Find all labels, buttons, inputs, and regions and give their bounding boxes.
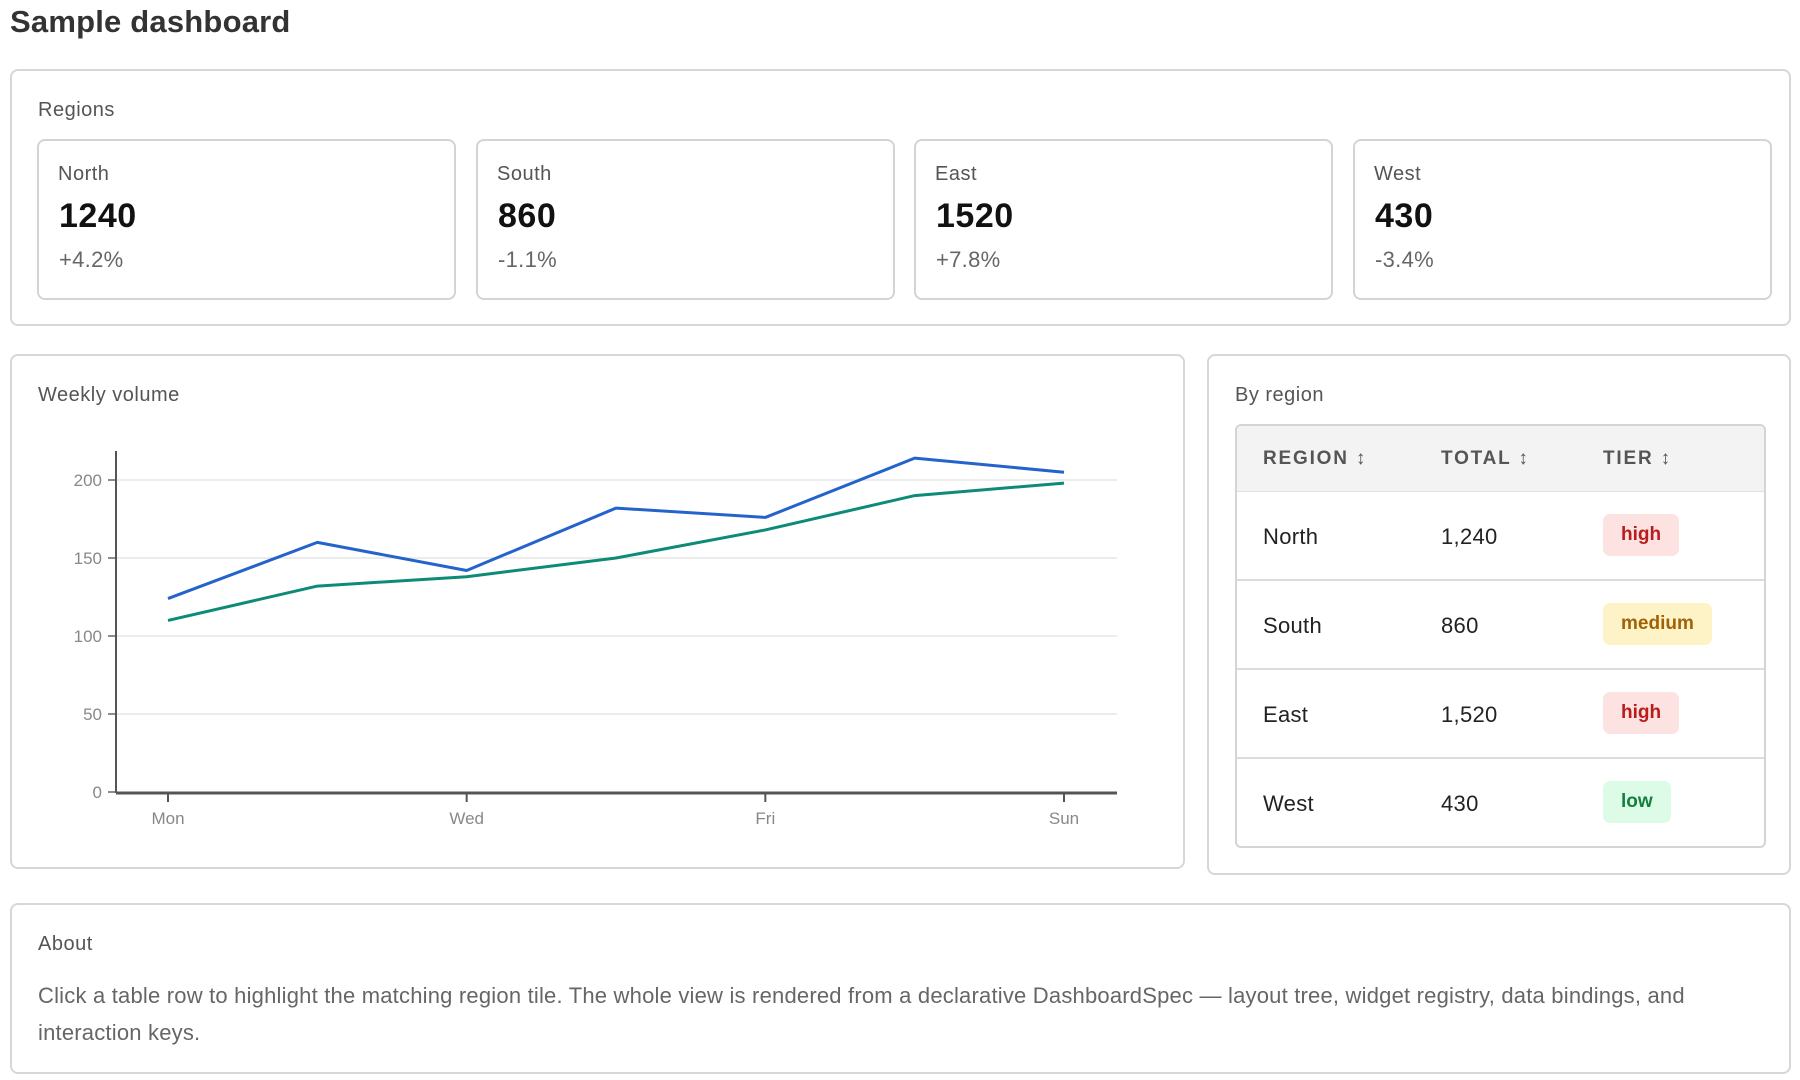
tile-delta: +4.2% [59,247,124,272]
tile-value: 1240 [59,197,137,235]
y-tick-label: 50 [83,705,102,724]
cell-total: 1,520 [1441,702,1498,727]
region-tile-south[interactable]: South 860 -1.1% [476,139,895,300]
tier-badge: low [1603,781,1671,823]
x-tick-label: Wed [449,809,484,828]
table-panel: By region REGION ↕ TOTAL ↕ TIER ↕ North … [1207,354,1791,875]
table-title: By region [1235,384,1324,406]
header-label: TIER [1603,448,1654,469]
weekly-volume-chart: 0 50 100 150 200 Mon Wed Fri Sun [74,451,1117,828]
y-tick-label: 100 [74,627,102,646]
sort-tier-header[interactable]: TIER ↕ [1603,448,1672,470]
y-tick-label: 150 [74,549,102,568]
tile-delta: -1.1% [498,247,557,272]
series-line-1 [167,456,1065,600]
cell-region: North [1263,524,1319,549]
about-panel: About Click a table row to highlight the… [10,903,1791,1074]
about-text: Click a table row to highlight the match… [38,983,1685,1045]
cell-region: South [1263,613,1322,638]
sort-icon: ↕ [1355,448,1368,469]
tile-label: South [497,163,552,185]
table-row[interactable]: South 860 medium [1237,581,1764,670]
table-row[interactable]: East 1,520 high [1237,670,1764,759]
region-tile-east[interactable]: East 1520 +7.8% [914,139,1333,300]
header-label: REGION [1263,448,1349,469]
region-table: REGION ↕ TOTAL ↕ TIER ↕ North 1,240 high… [1235,424,1766,848]
tile-label: West [1374,163,1422,185]
tier-badge: high [1603,514,1680,556]
table-row[interactable]: North 1,240 high [1237,492,1764,581]
tile-delta: -3.4% [1375,247,1434,272]
region-tile-north[interactable]: North 1240 +4.2% [37,139,456,300]
cell-total: 860 [1441,613,1479,638]
cell-total: 430 [1441,791,1479,816]
chart-panel: Weekly volume 0 50 100 150 200 Mon Wed Fri Sun [10,354,1185,869]
regions-panel: Regions North 1240 +4.2% South 860 -1.1%… [10,69,1791,326]
table-row[interactable]: West 430 low [1237,759,1764,846]
tile-label: East [935,163,978,185]
sort-region-header[interactable]: REGION ↕ [1263,448,1367,470]
x-tick-label: Fri [755,809,775,828]
sort-icon: ↕ [1518,448,1530,469]
tile-delta: +7.8% [936,247,1001,272]
tier-badge: medium [1603,603,1712,645]
regions-title: Regions [38,99,115,121]
region-tile-west[interactable]: West 430 -3.4% [1353,139,1772,300]
about-title: About [38,933,93,955]
sort-icon: ↕ [1660,448,1672,469]
cell-total: 1,240 [1441,524,1498,549]
x-tick-label: Sun [1049,809,1079,828]
y-tick-label: 0 [93,783,102,802]
cell-region: West [1263,791,1314,816]
tile-value: 430 [1375,197,1434,235]
y-tick-label: 200 [74,471,102,490]
tile-value: 1520 [936,197,1014,235]
sort-total-header[interactable]: TOTAL ↕ [1441,448,1530,470]
table-header: REGION ↕ TOTAL ↕ TIER ↕ [1237,426,1764,492]
x-tick-label: Mon [151,809,184,828]
tile-value: 860 [498,197,557,235]
cell-region: East [1263,702,1309,727]
page-title: Sample dashboard [10,4,291,39]
chart-title: Weekly volume [38,384,180,406]
series-line-2 [167,481,1065,622]
tier-badge: high [1603,692,1680,734]
tile-label: North [58,163,110,185]
header-label: TOTAL [1441,448,1512,469]
